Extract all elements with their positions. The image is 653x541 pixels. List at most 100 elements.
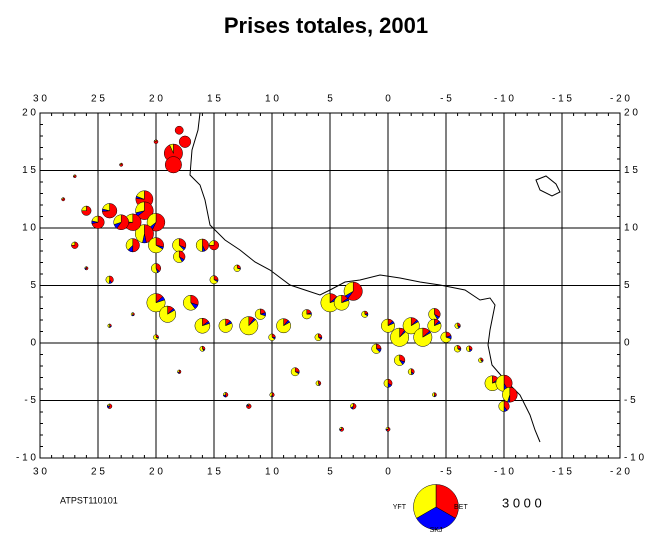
pie-slice	[81, 205, 87, 211]
pie-slice	[254, 308, 266, 320]
pie-slice	[294, 367, 300, 373]
pie-slice	[383, 378, 389, 388]
pie-slice	[402, 317, 420, 335]
pie-slice	[177, 369, 180, 374]
x-tick-label: 5	[327, 94, 333, 105]
pie-slice	[407, 368, 413, 376]
pie-slice	[454, 322, 460, 329]
coastline	[189, 112, 541, 443]
y-tick-label: 1 5	[22, 165, 36, 176]
pie-slice	[276, 318, 291, 334]
legend-label: SKJ	[430, 527, 443, 534]
pie-slice	[102, 203, 110, 212]
pie-slice	[155, 334, 159, 338]
pie-slice	[209, 240, 215, 246]
pie-slice	[154, 139, 157, 143]
y-tick-label: 1 5	[624, 165, 638, 176]
x-tick-label: - 1 5	[552, 94, 572, 105]
pie-slice	[218, 318, 233, 333]
x-tick-label: 1 5	[207, 467, 221, 478]
pie-slice	[347, 281, 363, 301]
pie-slice	[81, 205, 92, 216]
pie-slice	[136, 190, 145, 200]
y-tick-label: 1 0	[22, 223, 36, 234]
pie-slice	[173, 250, 183, 263]
y-tick-label: 5	[30, 280, 36, 291]
x-tick-label: - 1 0	[494, 467, 514, 478]
pie-slice	[164, 156, 182, 174]
x-tick-label: 0	[385, 467, 391, 478]
pie-slice	[290, 367, 300, 377]
pie-slice	[194, 317, 211, 334]
pie-slice	[440, 331, 452, 343]
pie-slice	[71, 241, 79, 249]
pie-slice	[144, 224, 154, 244]
pie-slice	[107, 403, 110, 407]
y-tick-label: 0	[624, 338, 630, 349]
pie-slice	[135, 201, 145, 214]
x-tick-label: 2 5	[91, 94, 105, 105]
pie-slice	[454, 345, 461, 353]
pie-slice	[159, 305, 177, 323]
pie-slice	[394, 354, 404, 366]
pie-slice	[209, 275, 218, 285]
pie-slice	[432, 392, 435, 398]
pie-slice	[371, 343, 381, 354]
pie-slice	[381, 318, 395, 333]
x-tick-label: 0	[385, 94, 391, 105]
pie-slice	[435, 484, 459, 519]
y-tick-label: - 1 0	[624, 453, 644, 464]
pie-slice	[119, 162, 122, 166]
pie-slice	[105, 275, 110, 284]
pie-slice	[509, 386, 518, 403]
pie-slice	[151, 263, 158, 274]
x-tick-label: 2 0	[149, 94, 163, 105]
pie-slice	[466, 345, 471, 352]
pie-slice	[390, 327, 410, 347]
pie-slice	[153, 334, 159, 341]
pie-slice	[225, 392, 229, 398]
pie-slice	[151, 213, 166, 232]
pie-slice	[178, 135, 192, 148]
pie-slice	[125, 238, 134, 251]
y-tick-label: 5	[624, 280, 630, 291]
x-tick-label: - 1 5	[552, 467, 572, 478]
pie-slice	[350, 403, 354, 409]
pie-slice	[416, 506, 456, 530]
pie-slice	[169, 143, 174, 154]
pie-slice	[427, 318, 442, 333]
pie-slice	[343, 281, 354, 297]
y-tick-label: - 5	[24, 395, 36, 406]
pie-slice	[102, 203, 118, 219]
pie-slice	[236, 264, 241, 269]
pie-slice	[495, 374, 505, 392]
x-tick-label: 2 0	[149, 467, 163, 478]
pie-slice	[61, 197, 64, 200]
x-tick-label: 2 5	[91, 467, 105, 478]
pie-slice	[314, 333, 322, 342]
y-tick-label: 2 0	[22, 108, 36, 119]
pie-slice	[113, 214, 122, 225]
x-tick-label: - 1 0	[494, 94, 514, 105]
x-tick-label: 3 0	[33, 94, 47, 105]
pie-slice	[301, 309, 312, 320]
x-tick-label: 3 0	[33, 467, 47, 478]
y-tick-label: - 5	[624, 395, 636, 406]
x-tick-label: - 2 0	[610, 467, 630, 478]
pie-slice	[174, 125, 184, 135]
pie-slice	[91, 215, 99, 223]
pie-slice	[178, 369, 182, 374]
pie-slice	[132, 238, 140, 253]
pie-slice	[213, 275, 219, 281]
pie-slice	[339, 426, 342, 430]
map-code: ATPST110101	[60, 495, 118, 505]
x-tick-label: 5	[327, 467, 333, 478]
pie-slice	[247, 403, 250, 408]
pie-slice	[315, 380, 320, 386]
pie-slice	[209, 240, 219, 251]
pie-slice	[183, 294, 196, 311]
pie-slice	[239, 316, 259, 336]
pie-slice	[223, 392, 226, 396]
pie-slice	[116, 214, 129, 230]
pie-slice	[84, 266, 87, 269]
